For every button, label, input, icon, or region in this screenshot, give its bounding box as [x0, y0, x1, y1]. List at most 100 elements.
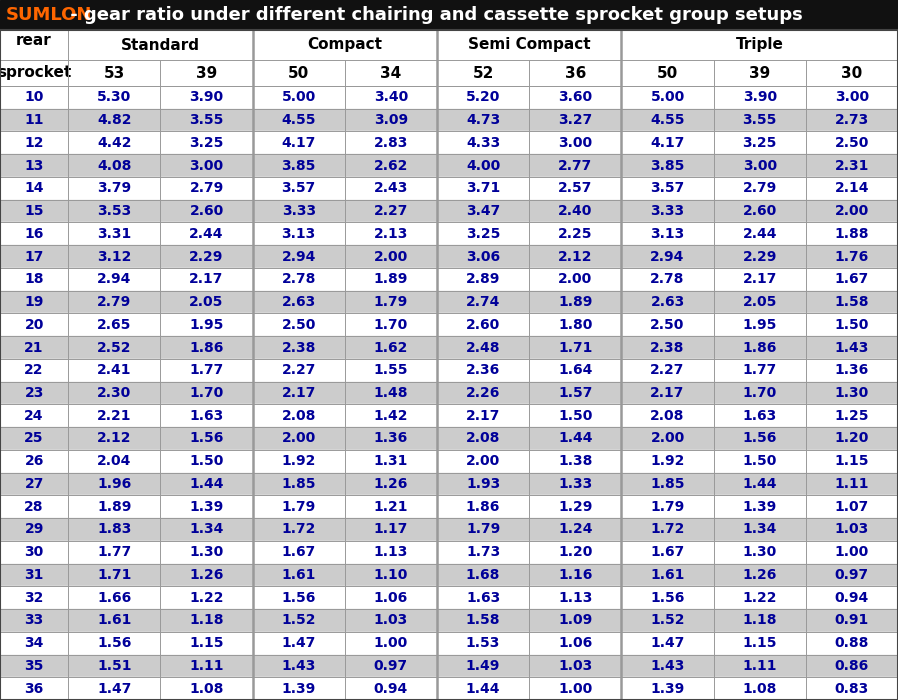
Text: 1.55: 1.55: [374, 363, 409, 377]
Text: 2.12: 2.12: [558, 250, 593, 264]
Text: 1.36: 1.36: [835, 363, 869, 377]
Text: 1.61: 1.61: [97, 613, 131, 627]
Text: 3.55: 3.55: [189, 113, 224, 127]
Text: 2.48: 2.48: [466, 340, 500, 354]
Text: 2.29: 2.29: [743, 250, 777, 264]
Text: 0.86: 0.86: [835, 659, 869, 673]
Text: 36: 36: [565, 66, 586, 80]
Bar: [0, 60, 898, 86]
Text: 1.63: 1.63: [466, 591, 500, 605]
Bar: [0, 132, 898, 154]
Text: - gear ratio under different chairing and cassette sprocket group setups: - gear ratio under different chairing an…: [64, 6, 803, 24]
Text: 1.07: 1.07: [835, 500, 869, 514]
Text: 5.00: 5.00: [282, 90, 316, 104]
Text: 1.49: 1.49: [466, 659, 500, 673]
Bar: [0, 541, 898, 564]
Text: 32: 32: [24, 591, 44, 605]
Text: 1.89: 1.89: [97, 500, 131, 514]
Text: 18: 18: [24, 272, 44, 286]
Bar: [0, 564, 898, 587]
Text: 2.17: 2.17: [282, 386, 316, 400]
Text: Standard: Standard: [121, 38, 200, 52]
Bar: [0, 518, 898, 541]
Bar: [0, 382, 898, 405]
Text: 14: 14: [24, 181, 44, 195]
Text: 1.73: 1.73: [466, 545, 500, 559]
Bar: [0, 473, 898, 496]
Text: 1.61: 1.61: [282, 568, 316, 582]
Text: 16: 16: [24, 227, 44, 241]
Text: 12: 12: [24, 136, 44, 150]
Text: 2.05: 2.05: [743, 295, 777, 309]
Text: 5.30: 5.30: [97, 90, 131, 104]
Text: 3.47: 3.47: [466, 204, 500, 218]
Text: 2.17: 2.17: [650, 386, 684, 400]
Bar: [0, 223, 898, 245]
Text: 1.25: 1.25: [834, 409, 869, 423]
Text: 36: 36: [24, 682, 44, 696]
Text: 1.50: 1.50: [835, 318, 869, 332]
Text: 1.56: 1.56: [282, 591, 316, 605]
Text: 3.25: 3.25: [466, 227, 500, 241]
Text: 1.77: 1.77: [189, 363, 224, 377]
Text: 2.78: 2.78: [650, 272, 684, 286]
Bar: [0, 268, 898, 290]
Text: 1.15: 1.15: [743, 636, 777, 650]
Text: 1.64: 1.64: [559, 363, 593, 377]
Text: 1.89: 1.89: [374, 272, 408, 286]
Text: 2.74: 2.74: [466, 295, 500, 309]
Text: 53: 53: [104, 66, 125, 80]
Text: 1.61: 1.61: [650, 568, 684, 582]
Text: 2.08: 2.08: [466, 431, 500, 445]
Text: 0.97: 0.97: [835, 568, 869, 582]
Text: 4.17: 4.17: [650, 136, 684, 150]
Text: 1.08: 1.08: [189, 682, 224, 696]
Text: 2.62: 2.62: [374, 159, 408, 173]
Text: 1.44: 1.44: [189, 477, 224, 491]
Text: 15: 15: [24, 204, 44, 218]
Text: 2.05: 2.05: [189, 295, 224, 309]
Text: 0.94: 0.94: [835, 591, 869, 605]
Text: 1.30: 1.30: [743, 545, 777, 559]
Text: 1.95: 1.95: [743, 318, 777, 332]
Text: 2.38: 2.38: [650, 340, 684, 354]
Text: 2.73: 2.73: [835, 113, 869, 127]
Text: 1.08: 1.08: [743, 682, 777, 696]
Text: 39: 39: [749, 66, 770, 80]
Text: 5.00: 5.00: [650, 90, 684, 104]
Text: 2.27: 2.27: [282, 363, 316, 377]
Text: 1.58: 1.58: [466, 613, 500, 627]
Bar: [0, 290, 898, 314]
Text: 3.85: 3.85: [650, 159, 684, 173]
Text: 52: 52: [472, 66, 494, 80]
Text: 4.42: 4.42: [97, 136, 132, 150]
Text: 2.36: 2.36: [466, 363, 500, 377]
Text: 31: 31: [24, 568, 44, 582]
Text: 1.62: 1.62: [374, 340, 408, 354]
Text: 3.33: 3.33: [650, 204, 684, 218]
Text: 1.33: 1.33: [559, 477, 593, 491]
Text: 1.52: 1.52: [650, 613, 685, 627]
Bar: [0, 678, 898, 700]
Text: 1.89: 1.89: [559, 295, 593, 309]
Text: 2.27: 2.27: [374, 204, 408, 218]
Bar: [0, 108, 898, 132]
Text: 2.21: 2.21: [97, 409, 132, 423]
Text: 24: 24: [24, 409, 44, 423]
Text: 1.26: 1.26: [189, 568, 224, 582]
Text: 2.63: 2.63: [282, 295, 316, 309]
Text: 4.08: 4.08: [97, 159, 131, 173]
Text: 2.30: 2.30: [97, 386, 131, 400]
Text: 2.79: 2.79: [743, 181, 777, 195]
Text: 1.70: 1.70: [374, 318, 408, 332]
Text: 1.36: 1.36: [374, 431, 408, 445]
Text: 2.79: 2.79: [189, 181, 224, 195]
Text: 1.67: 1.67: [282, 545, 316, 559]
Text: 23: 23: [24, 386, 44, 400]
Text: 2.60: 2.60: [189, 204, 224, 218]
Text: 1.56: 1.56: [650, 591, 684, 605]
Text: 1.50: 1.50: [559, 409, 593, 423]
Text: 2.08: 2.08: [650, 409, 684, 423]
Text: 1.47: 1.47: [282, 636, 316, 650]
Text: 34: 34: [24, 636, 44, 650]
